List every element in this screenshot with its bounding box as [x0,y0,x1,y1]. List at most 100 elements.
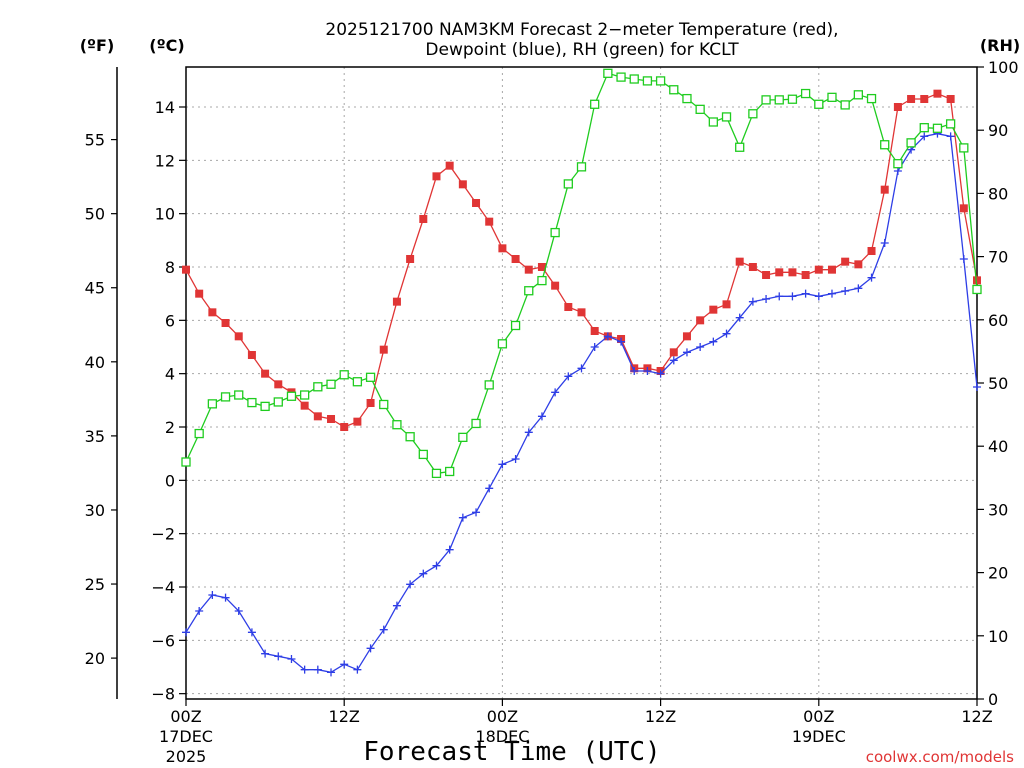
plot-grid [186,67,977,699]
celsius-tick-label: 0 [165,471,175,490]
dewpoint-point [261,649,270,658]
fahrenheit-tick-label: 25 [85,575,105,594]
temperature-point [327,415,336,423]
dewpoint-point [617,337,626,346]
temperature-point [195,289,204,298]
rh-point [352,377,363,387]
temperature-point [458,180,467,189]
rh-point [721,112,732,122]
rh-point [220,392,231,402]
rh-tick-label: 90 [988,121,1008,140]
rh-tick-label: 60 [988,311,1008,330]
dewpoint-point [340,660,349,669]
temperature-point [221,319,230,327]
rh-point [392,420,402,430]
temperature-point [485,217,494,226]
celsius-unit-label: (ºC) [149,36,184,55]
rh-point [418,449,428,460]
rh-point [774,95,784,105]
dewpoint-point [564,372,573,381]
rh-point [207,399,218,409]
rh-tick-label: 10 [988,627,1008,646]
temperature-point [182,265,190,274]
rh-point [273,397,283,407]
temperature-point [907,95,916,103]
temperature-point [893,103,902,111]
temperature-point [234,332,243,341]
temperature-point [392,297,401,306]
temperature-point [247,351,256,359]
temperature-point [524,265,533,274]
dewpoint-point [669,356,678,365]
rh-point [840,100,850,110]
fahrenheit-tick-label: 20 [85,649,105,668]
rh-point [748,109,758,119]
credit-label: coolwx.com/models [866,748,1014,766]
rh-point [299,390,310,400]
celsius-tick-label: 14 [155,98,175,117]
temperature-point [735,257,744,266]
dewpoint-point [234,607,243,615]
dewpoint-point [801,289,810,298]
series-layer [181,68,982,677]
dewpoint-point [498,460,507,469]
rh-point [906,138,916,148]
dewpoint-point [300,665,309,674]
rh-point [286,391,297,401]
temperature-point [748,263,757,271]
rh-tick-label: 80 [988,184,1008,203]
temperature-point [432,172,441,181]
temperature-point [946,95,955,103]
dewpoint-point [590,343,599,351]
dewpoint-point [841,287,850,295]
chart-title-line2: Dewpoint (blue), RH (green) for KCLT [425,40,739,60]
fahrenheit-tick-label: 35 [85,427,105,446]
rh-point [880,140,890,150]
x-tick-date-label: 18DEC [475,727,529,746]
dewpoint-point [458,513,467,522]
rh-point [234,390,244,400]
x-axis-title: Forecast Time (UTC) [363,737,660,767]
rh-point [194,428,204,439]
chart-axes: −8−6−4−202468101214202530354045505501020… [85,58,1019,766]
dewpoint-point [827,289,836,298]
celsius-tick-label: 10 [155,205,175,224]
dewpoint-point [472,508,481,517]
temperature-point [564,303,573,311]
rh-point [431,468,442,479]
temperature-point [300,401,309,410]
rh-point [326,379,336,389]
celsius-tick-label: 6 [165,311,175,330]
x-tick-label: 00Z [803,707,834,726]
plot-frame [185,66,978,700]
temperature-point [841,257,850,266]
temperature-point [340,423,349,431]
dewpoint-point [603,332,612,341]
dewpoint-point [788,292,797,301]
rh-point [893,159,903,169]
dewpoint-point [946,132,955,141]
temperature-point [696,316,705,325]
temperature-point [274,380,283,389]
celsius-tick-label: 2 [165,418,175,437]
dewpoint-point [748,297,757,306]
rh-point [181,457,191,467]
rh-point [603,68,613,78]
celsius-tick-label: 12 [155,151,175,170]
dewpoint-point [274,652,283,661]
fahrenheit-tick-label: 55 [85,131,105,150]
rh-point [735,142,745,152]
temperature-point [827,265,836,274]
rh-point [590,99,600,109]
temperature-point [854,260,863,269]
rh-point [629,74,639,84]
dewpoint-point [709,337,718,346]
rh-unit-label: (RH) [980,36,1020,55]
dewpoint-point [287,655,296,663]
rh-point [339,370,349,380]
rh-point [445,466,455,477]
rh-tick-label: 100 [988,58,1019,77]
fahrenheit-tick-label: 45 [85,279,105,298]
temperature-point [933,89,942,98]
